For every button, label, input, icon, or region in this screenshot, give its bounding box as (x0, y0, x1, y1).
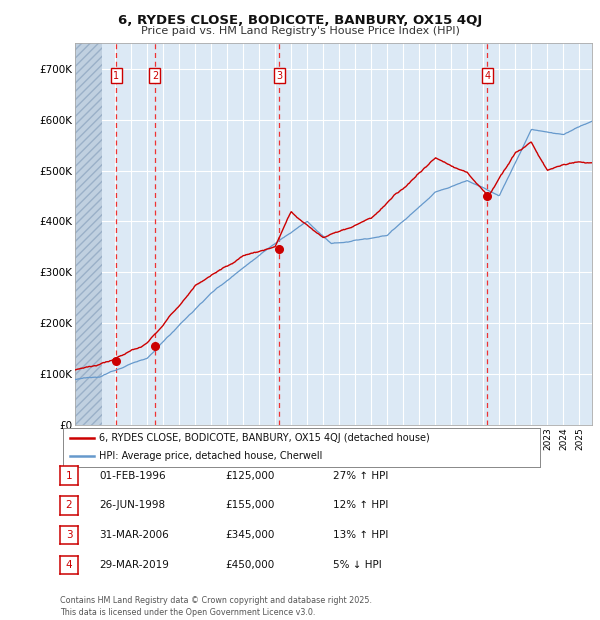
Text: 4: 4 (484, 71, 490, 81)
Text: 1: 1 (65, 471, 73, 480)
Text: 13% ↑ HPI: 13% ↑ HPI (333, 530, 388, 540)
Text: £345,000: £345,000 (225, 530, 274, 540)
Text: 2: 2 (152, 71, 158, 81)
Text: 01-FEB-1996: 01-FEB-1996 (99, 471, 166, 480)
Text: 2: 2 (65, 500, 73, 510)
Text: 29-MAR-2019: 29-MAR-2019 (99, 560, 169, 570)
Text: 3: 3 (65, 530, 73, 540)
Text: 12% ↑ HPI: 12% ↑ HPI (333, 500, 388, 510)
Text: HPI: Average price, detached house, Cherwell: HPI: Average price, detached house, Cher… (99, 451, 322, 461)
Text: £155,000: £155,000 (225, 500, 274, 510)
Text: 31-MAR-2006: 31-MAR-2006 (99, 530, 169, 540)
Text: £450,000: £450,000 (225, 560, 274, 570)
Text: 1: 1 (113, 71, 119, 81)
Text: 5% ↓ HPI: 5% ↓ HPI (333, 560, 382, 570)
Text: Price paid vs. HM Land Registry's House Price Index (HPI): Price paid vs. HM Land Registry's House … (140, 26, 460, 36)
Text: 27% ↑ HPI: 27% ↑ HPI (333, 471, 388, 480)
Text: 6, RYDES CLOSE, BODICOTE, BANBURY, OX15 4QJ: 6, RYDES CLOSE, BODICOTE, BANBURY, OX15 … (118, 14, 482, 27)
Text: 3: 3 (276, 71, 282, 81)
Text: £125,000: £125,000 (225, 471, 274, 480)
Text: 26-JUN-1998: 26-JUN-1998 (99, 500, 165, 510)
Text: 4: 4 (65, 560, 73, 570)
Text: 6, RYDES CLOSE, BODICOTE, BANBURY, OX15 4QJ (detached house): 6, RYDES CLOSE, BODICOTE, BANBURY, OX15 … (99, 433, 430, 443)
Text: Contains HM Land Registry data © Crown copyright and database right 2025.
This d: Contains HM Land Registry data © Crown c… (60, 596, 372, 617)
